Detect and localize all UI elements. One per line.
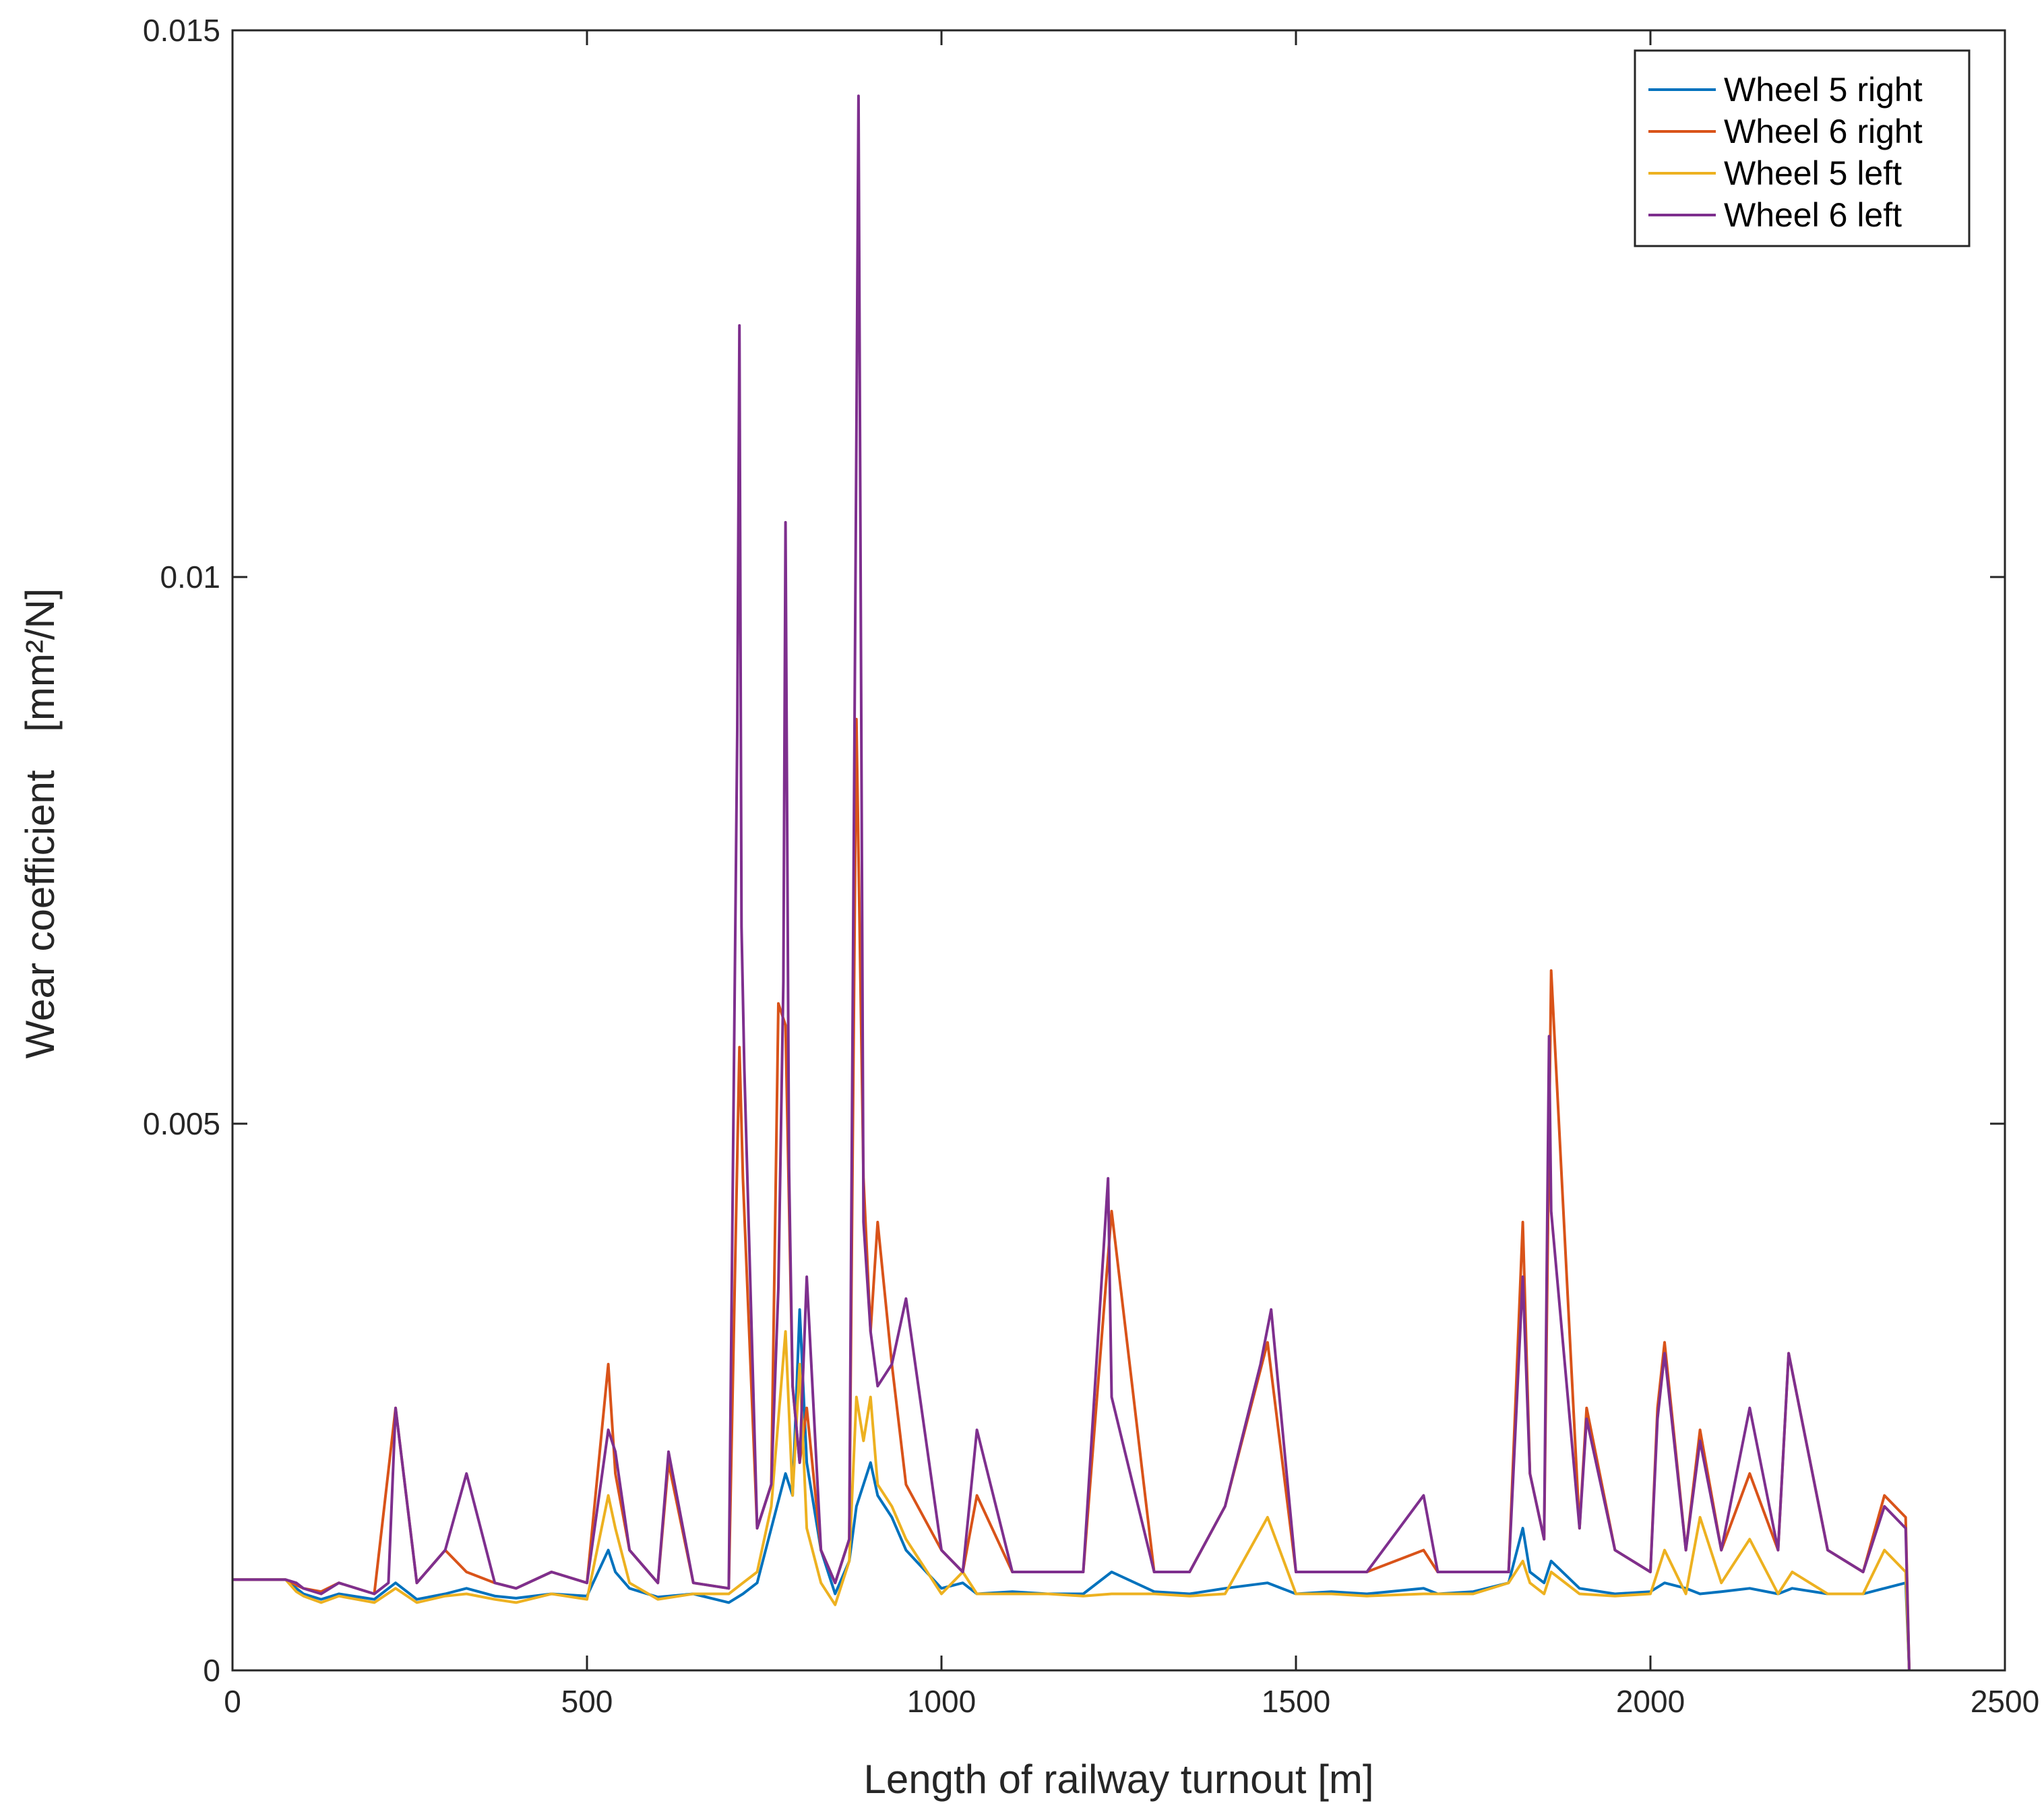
- legend-items: Wheel 5 right Wheel 6 right Wheel 5 left Wh…: [1648, 71, 1923, 234]
- x-tick-label: 2500: [1971, 1684, 2039, 1719]
- legend: Wheel 5 right Wheel 6 right Wheel 5 left Wh…: [1634, 49, 1971, 247]
- x-tick-label: 500: [561, 1684, 613, 1719]
- y-axis-label: Wear coefficient [mm²/N]: [18, 588, 63, 1059]
- series-layer: [233, 94, 1911, 1671]
- series-line-1: [233, 1308, 1911, 1671]
- x-tick-label: 2000: [1616, 1684, 1685, 1719]
- x-axis-label: Length of railway turnout [m]: [863, 1757, 1373, 1802]
- legend-label-2: Wheel 6 right: [1724, 113, 1923, 150]
- axis-ticks: 0 500 1000 1500 2000 2500 0 0.005 0.01 0.015: [143, 13, 2039, 1719]
- x-tick-label: 0: [224, 1684, 241, 1719]
- legend-label-3: Wheel 5 left: [1724, 154, 1902, 192]
- legend-box: [1634, 49, 1971, 247]
- legend-label-1: Wheel 5 right: [1724, 71, 1923, 109]
- x-tick-label: 1500: [1262, 1684, 1330, 1719]
- y-tick-label: 0.005: [143, 1106, 220, 1141]
- series-line-3: [233, 1330, 1911, 1671]
- plot-frame: [231, 29, 2006, 1672]
- y-axis-label-main: Wear coefficient: [18, 770, 63, 1058]
- series-line-4: [233, 94, 1911, 1671]
- y-tick-label: 0: [203, 1653, 220, 1688]
- legend-label-4: Wheel 6 left: [1724, 196, 1902, 234]
- x-tick-label: 1000: [907, 1684, 976, 1719]
- y-tick-label: 0.015: [143, 13, 220, 48]
- y-axis-label-unit: [mm²/N]: [18, 588, 63, 732]
- y-tick-label: 0.01: [160, 559, 220, 595]
